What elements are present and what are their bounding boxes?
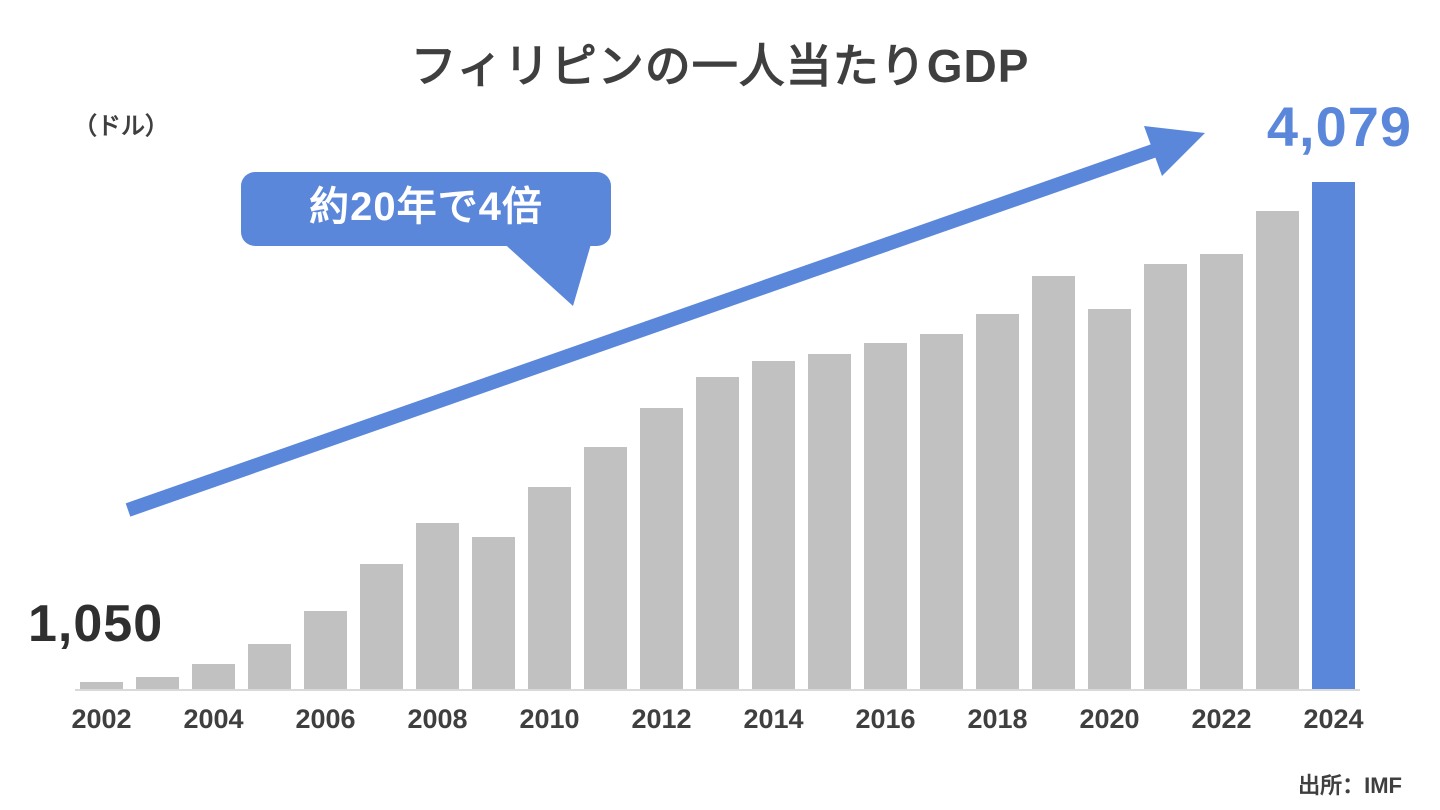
- x-tick-2010: 2010: [519, 704, 580, 734]
- bar-2015: [808, 354, 851, 690]
- annotation-text: 約20年で4倍: [309, 185, 543, 229]
- bar-2008: [416, 522, 459, 690]
- x-tick-2024: 2024: [1303, 704, 1364, 734]
- bar-2004: [192, 663, 235, 690]
- y-axis-unit-label: （ドル）: [73, 113, 169, 140]
- bar-plot-area: [80, 182, 1355, 690]
- bar-2023: [1256, 210, 1299, 690]
- bar-2011: [584, 447, 627, 690]
- bar-2013: [696, 376, 739, 690]
- x-tick-2002: 2002: [71, 704, 132, 734]
- bar-2002: [80, 681, 123, 690]
- chart-title: フィリピンの一人当たりGDP: [410, 40, 1030, 92]
- bar-2014: [752, 360, 795, 690]
- x-tick-2014: 2014: [743, 704, 804, 734]
- bar-2012: [640, 407, 683, 690]
- bar-2021: [1144, 264, 1187, 690]
- bar-2022: [1200, 253, 1243, 690]
- arrow-shaft: [125, 143, 1159, 517]
- source-label: 出所：IMF: [1298, 773, 1402, 798]
- bar-2016: [864, 342, 907, 690]
- x-tick-2022: 2022: [1191, 704, 1252, 734]
- x-axis-labels: 2002 2004 2006 2008 2010 2012 2014 2016 2018 2020…: [0, 704, 1440, 740]
- bar-2017: [920, 334, 963, 690]
- bar-2005: [248, 643, 291, 690]
- x-tick-2020: 2020: [1079, 704, 1140, 734]
- x-tick-2008: 2008: [407, 704, 468, 734]
- bar-2024: [1312, 182, 1355, 690]
- bar-2009: [472, 537, 515, 690]
- bar-2006: [304, 610, 347, 690]
- growth-trend-arrow: [125, 126, 1205, 517]
- x-tick-2012: 2012: [631, 704, 692, 734]
- arrow-head-icon: [1144, 126, 1205, 176]
- x-tick-2018: 2018: [967, 704, 1028, 734]
- data-label-2002: 1,050: [28, 595, 164, 653]
- bar-2007: [360, 563, 403, 690]
- x-tick-2016: 2016: [855, 704, 916, 734]
- bar-2018: [976, 313, 1019, 690]
- bar-2003: [136, 676, 179, 690]
- annotation-callout: 約20年で4倍: [241, 172, 611, 246]
- bar-2019: [1032, 275, 1075, 690]
- x-tick-2006: 2006: [295, 704, 356, 734]
- x-axis-line: [75, 689, 1360, 691]
- bar-2020: [1088, 308, 1131, 690]
- bar-2010: [528, 487, 571, 690]
- data-label-2024: 4,079: [1266, 95, 1412, 158]
- x-tick-2004: 2004: [183, 704, 244, 734]
